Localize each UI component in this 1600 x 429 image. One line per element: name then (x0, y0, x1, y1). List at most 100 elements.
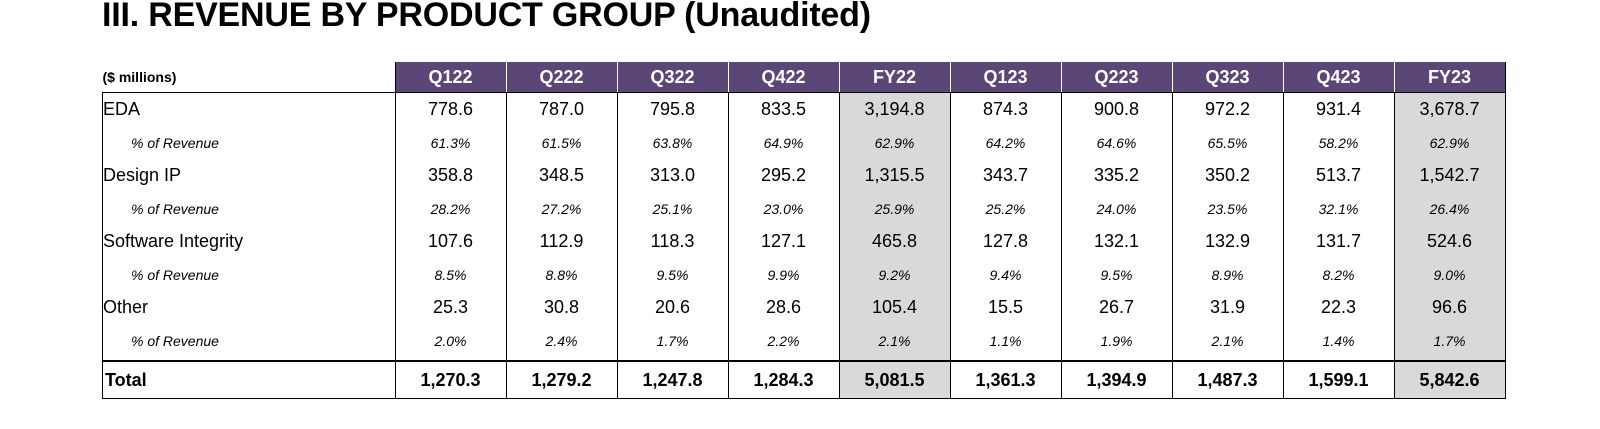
table-cell: 778.6 (394, 92, 506, 126)
table-cell: 833.5 (727, 92, 839, 126)
row-label: % of Revenue (102, 192, 395, 225)
table-cell: 107.6 (394, 225, 506, 258)
table-cell: 31.9 (1171, 291, 1283, 324)
spacer-cell (838, 357, 950, 361)
page-title: III. REVENUE BY PRODUCT GROUP (Unaudited… (102, 0, 871, 34)
table-cell: 5,842.6 (1393, 360, 1506, 399)
table-row: % of Revenue 61.3% 61.5% 63.8% 64.9% 62.9% 64.… (102, 126, 1506, 159)
table-cell: 15.5 (949, 291, 1061, 324)
table-cell: 2.0% (394, 324, 506, 357)
table-cell: 30.8 (505, 291, 617, 324)
table-cell: 61.5% (505, 126, 617, 159)
table-cell: 132.1 (1060, 225, 1172, 258)
row-label: EDA (102, 92, 395, 126)
revenue-table: ($ millions) Q122 Q222 Q322 Q422 FY22 Q1… (102, 62, 1506, 399)
table-cell: 118.3 (616, 225, 728, 258)
table-cell: 105.4 (838, 291, 950, 324)
table-cell: 9.0% (1393, 258, 1506, 291)
table-cell: 313.0 (616, 159, 728, 192)
col-header: FY22 (838, 62, 950, 93)
table-cell: 96.6 (1393, 291, 1506, 324)
table-cell: 348.5 (505, 159, 617, 192)
table-cell: 1.4% (1282, 324, 1394, 357)
table-cell: 25.9% (838, 192, 950, 225)
row-label: % of Revenue (102, 258, 395, 291)
table-cell: 343.7 (949, 159, 1061, 192)
table-cell: 62.9% (1393, 126, 1506, 159)
table-row: % of Revenue 2.0% 2.4% 1.7% 2.2% 2.1% 1.1% 1.9%… (102, 324, 1506, 357)
table-cell: 127.1 (727, 225, 839, 258)
table-cell: 3,194.8 (838, 92, 950, 126)
spacer-cell (949, 357, 1061, 361)
table-cell: 63.8% (616, 126, 728, 159)
table-cell: 2.1% (1171, 324, 1283, 357)
spacer-cell (1060, 357, 1172, 361)
table-cell: 2.4% (505, 324, 617, 357)
spacer-cell (1393, 357, 1506, 361)
table-cell: 1,279.2 (505, 360, 617, 399)
table-cell: 5,081.5 (838, 360, 950, 399)
row-label: Design IP (102, 159, 395, 192)
table-cell: 24.0% (1060, 192, 1172, 225)
col-header: FY23 (1393, 62, 1506, 93)
col-header: Q322 (616, 62, 728, 93)
table-cell: 1,542.7 (1393, 159, 1506, 192)
table-cell: 22.3 (1282, 291, 1394, 324)
table-cell: 1,361.3 (949, 360, 1061, 399)
table-cell: 64.6% (1060, 126, 1172, 159)
table-cell: 25.2% (949, 192, 1061, 225)
table-cell: 26.4% (1393, 192, 1506, 225)
table-cell: 3,678.7 (1393, 92, 1506, 126)
table-cell: 20.6 (616, 291, 728, 324)
header-row: ($ millions) Q122 Q222 Q322 Q422 FY22 Q1… (102, 62, 1506, 93)
table-cell: 9.4% (949, 258, 1061, 291)
table-cell: 127.8 (949, 225, 1061, 258)
table-cell: 874.3 (949, 92, 1061, 126)
table-cell: 1,270.3 (394, 360, 506, 399)
table-row: % of Revenue 28.2% 27.2% 25.1% 23.0% 25.9% 25.… (102, 192, 1506, 225)
table-cell: 8.2% (1282, 258, 1394, 291)
table-row: % of Revenue 8.5% 8.8% 9.5% 9.9% 9.2% 9.4% 9.5%… (102, 258, 1506, 291)
table-cell: 23.5% (1171, 192, 1283, 225)
unit-label: ($ millions) (102, 62, 395, 93)
table-cell: 23.0% (727, 192, 839, 225)
table-cell: 62.9% (838, 126, 950, 159)
spacer-cell (1282, 357, 1394, 361)
row-label: % of Revenue (102, 324, 395, 357)
row-label: % of Revenue (102, 126, 395, 159)
table-cell: 1,284.3 (727, 360, 839, 399)
table-cell: 513.7 (1282, 159, 1394, 192)
table-row: EDA 778.6 787.0 795.8 833.5 3,194.8 874.3 900.8… (102, 92, 1506, 126)
table-cell: 25.1% (616, 192, 728, 225)
table-cell: 787.0 (505, 92, 617, 126)
table-cell: 65.5% (1171, 126, 1283, 159)
row-label: Other (102, 291, 395, 324)
table-cell: 900.8 (1060, 92, 1172, 126)
table-cell: 1,315.5 (838, 159, 950, 192)
table-cell: 2.2% (727, 324, 839, 357)
table-cell: 972.2 (1171, 92, 1283, 126)
table-cell: 931.4 (1282, 92, 1394, 126)
table-cell: 131.7 (1282, 225, 1394, 258)
table-cell: 132.9 (1171, 225, 1283, 258)
table-cell: 295.2 (727, 159, 839, 192)
spacer-cell (727, 357, 839, 361)
table-cell: 28.6 (727, 291, 839, 324)
table-cell: 27.2% (505, 192, 617, 225)
table-cell: 795.8 (616, 92, 728, 126)
spacer-cell (102, 357, 395, 361)
total-row: Total 1,270.3 1,279.2 1,247.8 1,284.3 5,081.5… (102, 360, 1506, 399)
table-cell: 112.9 (505, 225, 617, 258)
table-cell: 1,487.3 (1171, 360, 1283, 399)
col-header: Q222 (505, 62, 617, 93)
table-cell: 64.2% (949, 126, 1061, 159)
table-cell: 26.7 (1060, 291, 1172, 324)
row-label: Total (102, 360, 395, 399)
col-header: Q422 (727, 62, 839, 93)
table-cell: 9.5% (1060, 258, 1172, 291)
col-header: Q423 (1282, 62, 1394, 93)
spacer-cell (505, 357, 617, 361)
table-cell: 1,394.9 (1060, 360, 1172, 399)
table-cell: 25.3 (394, 291, 506, 324)
table-cell: 58.2% (1282, 126, 1394, 159)
